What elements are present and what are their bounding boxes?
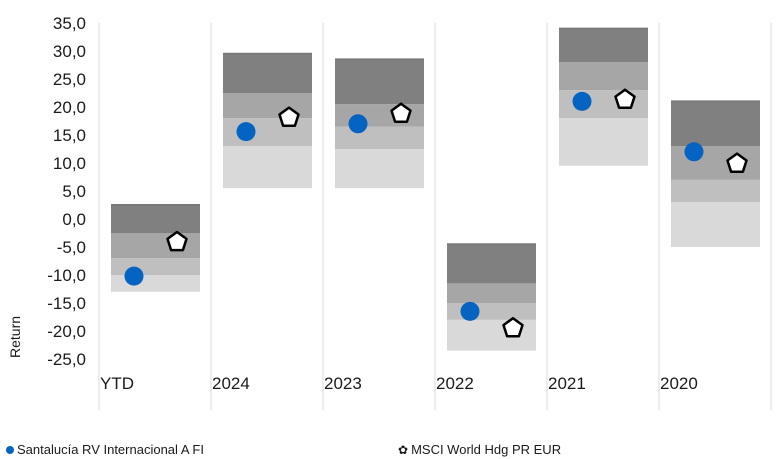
y-tick-label: 35,0 (53, 14, 86, 33)
y-tick-label: 5,0 (62, 182, 86, 201)
quartile-band-segment (447, 303, 536, 320)
category-label: 2023 (324, 374, 362, 393)
quartile-band-segment (559, 90, 648, 119)
pentagon-marker-icon: ✿ (398, 442, 409, 457)
fund-point (572, 91, 592, 111)
benchmark-point (278, 106, 300, 127)
fund-point (124, 266, 144, 286)
category-label: YTD (100, 374, 134, 393)
quartile-band-segment (671, 179, 760, 203)
legend-label-fund: Santalucía RV Internacional A FI (17, 442, 204, 457)
category-label: 2022 (436, 374, 474, 393)
fund-point (348, 114, 368, 134)
legend-item-fund: Santalucía RV Internacional A FI (6, 442, 204, 457)
y-tick-label: -25,0 (47, 350, 86, 369)
benchmark-point (390, 102, 412, 124)
y-tick-label: -15,0 (47, 294, 86, 313)
y-tick-label: 15,0 (53, 126, 86, 145)
y-tick-label: -10,0 (47, 266, 86, 285)
legend-label-benchmark: MSCI World Hdg PR EUR (411, 442, 562, 457)
y-tick-label: 25,0 (53, 70, 86, 89)
y-tick-label: 30,0 (53, 42, 86, 61)
y-tick-label: -5,0 (57, 238, 86, 257)
y-tick-label: 10,0 (53, 154, 86, 173)
quartile-band-segment (223, 146, 312, 189)
y-tick-label: -20,0 (47, 322, 86, 341)
fund-point (236, 122, 256, 142)
category-label: 2020 (660, 374, 698, 393)
quartile-band-segment (335, 149, 424, 189)
grid-lines (98, 23, 772, 410)
category-label: 2024 (212, 374, 250, 393)
benchmark-point (614, 88, 636, 110)
quartile-band-segment (335, 104, 424, 127)
fund-point (684, 142, 704, 162)
quartile-band-segment (447, 244, 536, 284)
quartile-band-segment (559, 28, 648, 63)
y-tick-label: 20,0 (53, 98, 86, 117)
quartile-band-segment (111, 205, 200, 233)
legend-item-benchmark: ✿ MSCI World Hdg PR EUR (398, 442, 561, 457)
benchmark-point (502, 316, 524, 338)
benchmark-point (726, 152, 748, 173)
quartile-band-segment (223, 118, 312, 147)
quartile-band-segment (223, 53, 312, 93)
quartile-band-segment (671, 101, 760, 147)
benchmark-point (166, 230, 188, 252)
quartile-band-segment (447, 283, 536, 303)
quartile-band-segment (335, 59, 424, 105)
y-axis-ticks: 35,0 30,0 25,0 20,0 15,0 10,0 5,0 0,0 -5,0 -10,0 -… (47, 14, 86, 369)
quartile-band-segment (335, 126, 424, 149)
quartile-band-segment (559, 118, 648, 166)
y-tick-label: 0,0 (62, 210, 86, 229)
quartile-band-segment (111, 275, 200, 292)
quartile-band-segment (111, 258, 200, 275)
category-label: 2021 (548, 374, 586, 393)
quartile-band-segment (559, 62, 648, 91)
circle-marker-icon (6, 445, 14, 454)
fund-point (460, 301, 480, 321)
category-labels: YTD 2024 2023 2022 2021 2020 (100, 374, 698, 393)
quartile-band-segment (671, 202, 760, 247)
quartile-band-segment (111, 233, 200, 259)
y-axis-label: Return (7, 316, 23, 358)
data-markers (124, 88, 748, 338)
